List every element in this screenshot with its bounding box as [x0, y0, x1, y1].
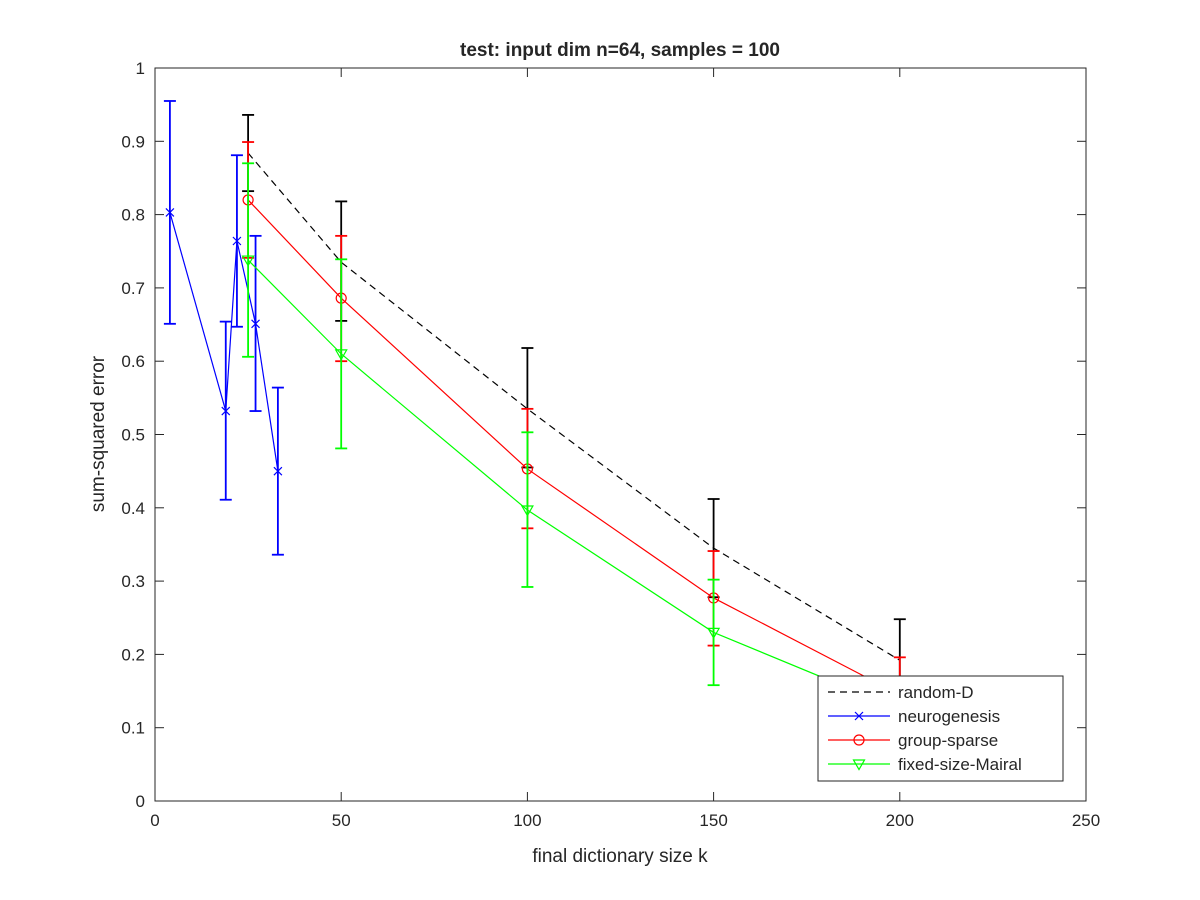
- y-tick-label: 0.9: [121, 132, 145, 151]
- error-bar-fixed-size-mairal: [242, 162, 255, 358]
- legend-label: fixed-size-Mairal: [898, 755, 1022, 774]
- y-tick-label: 0.6: [121, 352, 145, 371]
- legend-marker: [854, 711, 864, 721]
- legend-marker: [852, 759, 866, 771]
- chart-title: test: input dim n=64, samples = 100: [460, 40, 780, 61]
- data-point-fixed-size-mairal: [334, 349, 348, 361]
- legend-entry-fixed-size-mairal: fixed-size-Mairal: [828, 755, 1022, 774]
- y-tick-label: 0.2: [121, 645, 145, 664]
- x-tick-label: 0: [150, 811, 159, 830]
- legend-label: group-sparse: [898, 731, 998, 750]
- x-tick-label: 50: [332, 811, 351, 830]
- data-point-fixed-size-mairal: [707, 627, 721, 640]
- y-tick-label: 0.8: [121, 206, 145, 225]
- y-tick-label: 1: [136, 59, 145, 78]
- y-axis-label: sum-squared error: [88, 355, 109, 512]
- axis-ticks: 0 50 100 150 200 250 0 0.1 0.2 0.3 0.4 0.5 0.6 0.7 0.8…: [121, 59, 1100, 830]
- plot-frame: [154, 67, 1087, 802]
- y-tick-label: 0.1: [121, 719, 145, 738]
- x-tick-label: 250: [1072, 811, 1100, 830]
- series-line-random-d: [247, 152, 901, 661]
- legend-entry-random-d: random-D: [828, 683, 974, 702]
- legend-label: neurogenesis: [898, 707, 1000, 726]
- legend: random-D neurogenesis group-sparse fixed-si…: [817, 675, 1064, 782]
- y-tick-label: 0.4: [121, 499, 145, 518]
- x-axis-label: final dictionary size k: [532, 846, 708, 867]
- data-point-neurogenesis: [165, 207, 175, 217]
- x-tick-label: 150: [699, 811, 727, 830]
- y-tick-label: 0.7: [121, 279, 145, 298]
- data-point-neurogenesis: [251, 319, 260, 329]
- data-point-fixed-size-mairal: [520, 505, 534, 517]
- error-bar-fixed-size-mairal: [521, 431, 534, 588]
- x-tick-label: 100: [513, 811, 541, 830]
- error-bar-fixed-size-mairal: [707, 578, 720, 687]
- legend-label: random-D: [898, 683, 974, 702]
- data-point-neurogenesis: [221, 406, 231, 416]
- series-neurogenesis: [163, 100, 284, 556]
- data-point-neurogenesis: [232, 236, 242, 246]
- y-tick-label: 0: [136, 792, 145, 811]
- legend-entry-neurogenesis: neurogenesis: [828, 707, 1000, 726]
- x-tick-label: 200: [886, 811, 914, 830]
- data-point-fixed-size-mairal: [241, 255, 255, 267]
- error-bar-fixed-size-mairal: [335, 258, 348, 450]
- legend-entry-group-sparse: group-sparse: [828, 731, 998, 750]
- legend-marker: [853, 734, 865, 746]
- data-point-neurogenesis: [273, 466, 283, 476]
- y-tick-label: 0.3: [121, 572, 145, 591]
- y-tick-label: 0.5: [121, 426, 145, 445]
